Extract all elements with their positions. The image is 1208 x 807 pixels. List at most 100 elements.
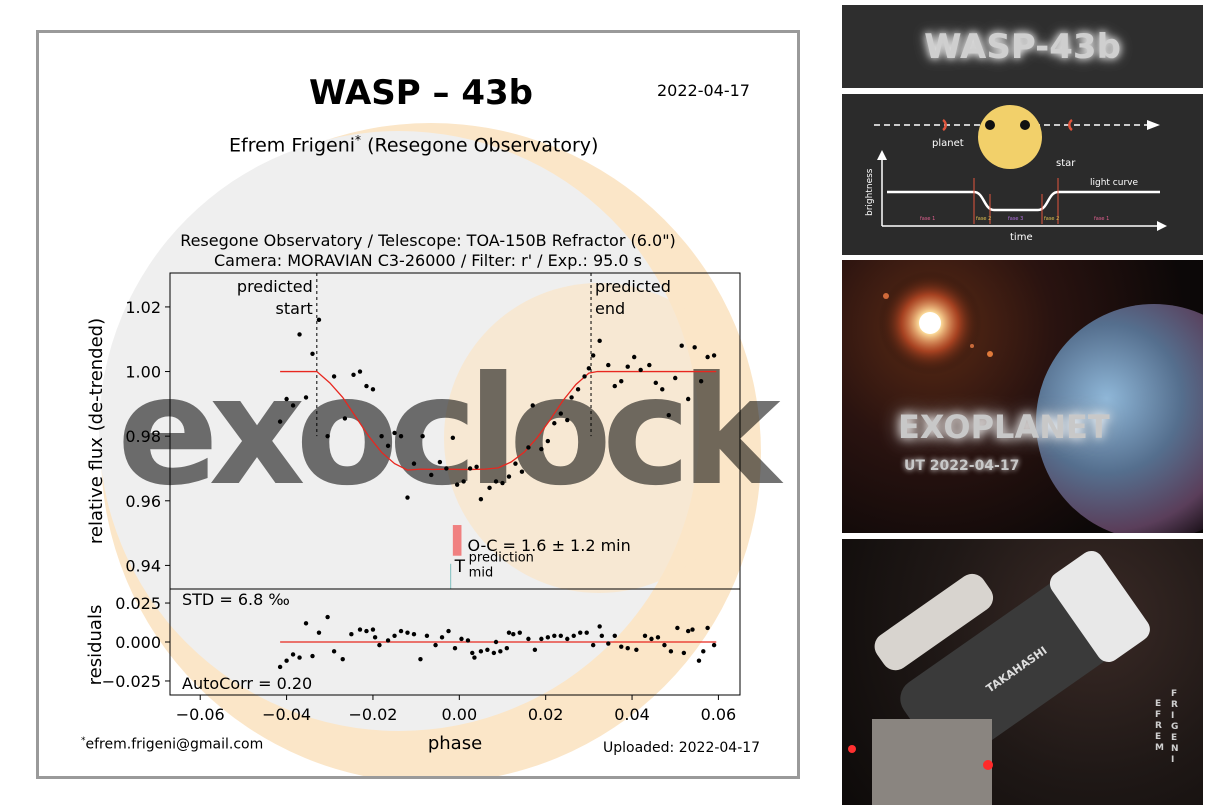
x-tick-label: −0.04 [262, 705, 311, 724]
lightcurve-point [437, 459, 443, 465]
upload-date: Uploaded: 2022-04-17 [603, 740, 761, 756]
email-text: efrem.frigeni@gmail.com [85, 736, 264, 753]
residual-point [297, 655, 302, 660]
observer-mark: * [355, 133, 362, 147]
residual-point [578, 630, 583, 635]
x-tick-label: 0.04 [614, 705, 650, 724]
planet-phase-marker [942, 118, 947, 132]
planet-phase-marker [1068, 118, 1073, 132]
telescope-panel: TAKAHASHI E F R E M F R I G E N I [842, 539, 1203, 805]
residual-point [532, 647, 538, 652]
lightcurve-point [565, 417, 570, 423]
residual-point [392, 633, 397, 638]
lightcurve-point [454, 482, 460, 487]
lightcurve-point [420, 433, 425, 439]
observer-line: Efrem Frigeni* (Resegone Observatory) [229, 133, 598, 156]
residual-point [545, 635, 551, 640]
lightcurve-point [325, 433, 330, 439]
mount [872, 719, 992, 805]
lightcurve-point [660, 387, 665, 392]
transit-diagram: planet star brightness time light curve … [865, 105, 1167, 243]
lightcurve-point [685, 396, 691, 402]
lightcurve-point [385, 443, 391, 449]
lightcurve-point [500, 480, 505, 486]
residual-point [277, 664, 283, 670]
residual-point [517, 630, 522, 635]
residual-point [424, 633, 430, 638]
lightcurve-point [653, 380, 658, 386]
residual-point [696, 658, 702, 663]
residual-point [325, 614, 330, 620]
lightcurve-point [331, 374, 337, 379]
residual-point [642, 633, 648, 638]
residual-point [668, 649, 674, 654]
star-label: star [1056, 158, 1076, 169]
lightcurve-point [711, 353, 717, 358]
residual-point [690, 627, 695, 632]
residual-point [372, 635, 378, 640]
residual-point [539, 636, 544, 642]
exoclock-watermark [99, 123, 761, 776]
oc-bar [452, 525, 462, 556]
residual-point [310, 653, 315, 659]
residual-point [446, 628, 451, 634]
brightness-label: brightness [865, 168, 875, 216]
phase-label: fase 1 [920, 216, 935, 222]
residual-point [398, 628, 404, 634]
y-tick-label: 0.96 [125, 492, 161, 511]
lightcurve-point [558, 411, 563, 416]
residual-point [284, 658, 289, 663]
residual-point [472, 655, 477, 660]
lightcurve-point [444, 466, 449, 471]
residual-point [701, 649, 706, 654]
chart-area: exoclock 0.94 0.96 0.98 1.00 1.02 relative flu… [85, 272, 794, 754]
lightcurve-point [493, 479, 499, 484]
lightcurve-point [590, 353, 596, 358]
residual-point [649, 636, 654, 642]
lightcurve-point [569, 395, 574, 400]
lightcurve-point [582, 374, 587, 379]
lightcurve-point [545, 438, 551, 444]
signature-first-name: E F R E M [1155, 699, 1164, 753]
y-tick-label: 0.98 [125, 427, 161, 446]
lightcurve-point [506, 474, 512, 479]
residual-point [439, 635, 445, 640]
telescope-line: Resegone Observatory / Telescope: TOA-15… [180, 231, 676, 250]
y-tick-label: 0.94 [125, 556, 161, 575]
lightcurve-point [597, 338, 602, 344]
planet-label: planet [932, 138, 964, 149]
lightcurve-point [342, 416, 348, 421]
residual-point [418, 656, 423, 662]
residual-point [599, 633, 605, 638]
email-mark: * [81, 736, 86, 746]
exoplanet-panel: EXOPLANET UT 2022-04-17 [842, 260, 1203, 533]
lightcurve-point [316, 317, 322, 323]
lightcurve-point [606, 362, 611, 368]
contact-email: *efrem.frigeni@gmail.com [81, 736, 263, 753]
lightcurve-point [364, 383, 369, 389]
lightcurve-point [478, 496, 484, 502]
x-tick-label: 0.00 [442, 705, 478, 724]
std-label: STD = 6.8 ‰ [182, 590, 290, 609]
lightcurve-point [513, 461, 518, 466]
lightcurve-point [277, 419, 283, 424]
lightcurve-point [357, 369, 363, 374]
lightcurve-point [619, 379, 624, 384]
planet-disc [985, 120, 995, 130]
residual-point [625, 646, 630, 651]
residual-y-axis-label: residuals [85, 605, 106, 686]
residual-point [606, 641, 611, 646]
sun-disc [919, 312, 941, 334]
transit-diagram-panel: planet star brightness time light curve … [842, 94, 1203, 255]
residual-point [459, 636, 464, 642]
lightcurve-point [519, 469, 525, 474]
lightcurve-point [351, 372, 356, 377]
guide-scope [874, 573, 994, 671]
residual-point [411, 632, 417, 637]
residual-point [590, 642, 596, 648]
residual-point [612, 633, 617, 638]
phase-label: fase 2 [976, 216, 991, 222]
residual-point [511, 632, 516, 637]
lightcurve-point [698, 379, 704, 384]
residual-y-tick-label: 0.025 [115, 594, 161, 613]
